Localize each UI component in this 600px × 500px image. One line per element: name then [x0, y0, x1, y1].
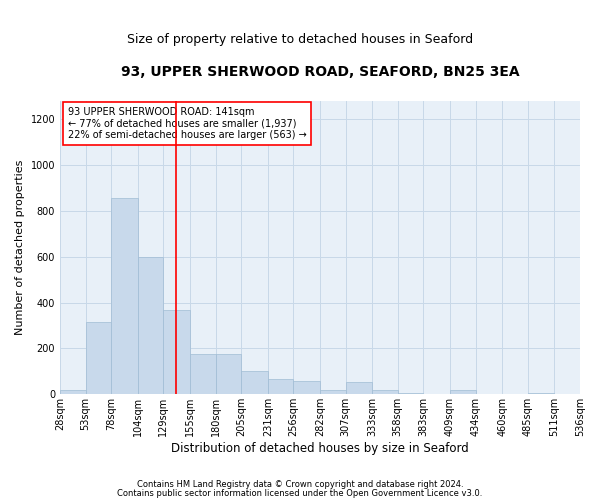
Y-axis label: Number of detached properties: Number of detached properties	[15, 160, 25, 336]
Bar	[215, 354, 241, 395]
Text: Contains public sector information licensed under the Open Government Licence v3: Contains public sector information licen…	[118, 488, 482, 498]
Bar	[138, 257, 163, 394]
Bar	[111, 198, 138, 394]
X-axis label: Distribution of detached houses by size in Seaford: Distribution of detached houses by size …	[171, 442, 469, 455]
Bar	[163, 310, 190, 394]
Text: Contains HM Land Registry data © Crown copyright and database right 2024.: Contains HM Land Registry data © Crown c…	[137, 480, 463, 489]
Bar	[372, 390, 398, 394]
Text: Size of property relative to detached houses in Seaford: Size of property relative to detached ho…	[127, 32, 473, 46]
Bar	[268, 380, 293, 394]
Bar	[528, 393, 554, 394]
Text: 93 UPPER SHERWOOD ROAD: 141sqm
← 77% of detached houses are smaller (1,937)
22% : 93 UPPER SHERWOOD ROAD: 141sqm ← 77% of …	[68, 107, 307, 140]
Bar	[346, 382, 372, 394]
Bar	[60, 390, 86, 394]
Title: 93, UPPER SHERWOOD ROAD, SEAFORD, BN25 3EA: 93, UPPER SHERWOOD ROAD, SEAFORD, BN25 3…	[121, 65, 520, 79]
Bar	[450, 390, 476, 394]
Bar	[241, 372, 268, 394]
Bar	[320, 390, 346, 394]
Bar	[86, 322, 111, 394]
Bar	[190, 354, 215, 395]
Bar	[293, 380, 320, 394]
Bar	[398, 393, 424, 394]
